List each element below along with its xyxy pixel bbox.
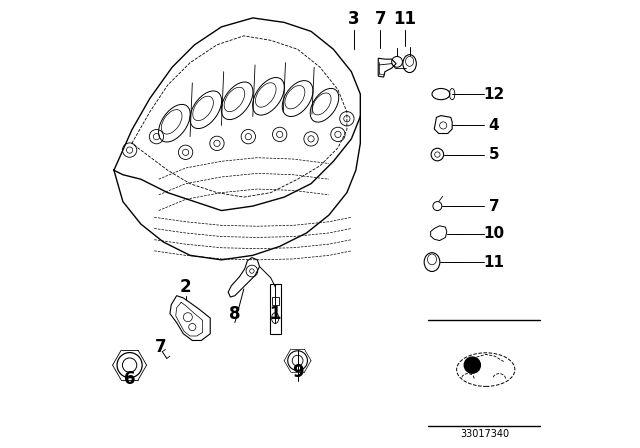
Text: 2: 2 — [180, 278, 191, 296]
Bar — [269, 284, 281, 334]
Text: 33017340: 33017340 — [460, 429, 509, 439]
Text: 1: 1 — [269, 305, 281, 323]
Text: 12: 12 — [483, 86, 504, 102]
Text: 3: 3 — [348, 10, 360, 28]
Text: 11: 11 — [483, 254, 504, 270]
Bar — [271, 297, 279, 305]
Circle shape — [464, 357, 481, 373]
Text: 4: 4 — [488, 118, 499, 133]
Text: 7: 7 — [155, 338, 167, 356]
Text: 9: 9 — [292, 363, 303, 381]
Text: 11: 11 — [394, 10, 417, 28]
Text: 7: 7 — [488, 198, 499, 214]
Text: 7: 7 — [374, 10, 387, 28]
Text: 8: 8 — [229, 305, 241, 323]
Text: 10: 10 — [483, 226, 504, 241]
Text: 5: 5 — [488, 147, 499, 162]
Text: 6: 6 — [124, 370, 135, 388]
